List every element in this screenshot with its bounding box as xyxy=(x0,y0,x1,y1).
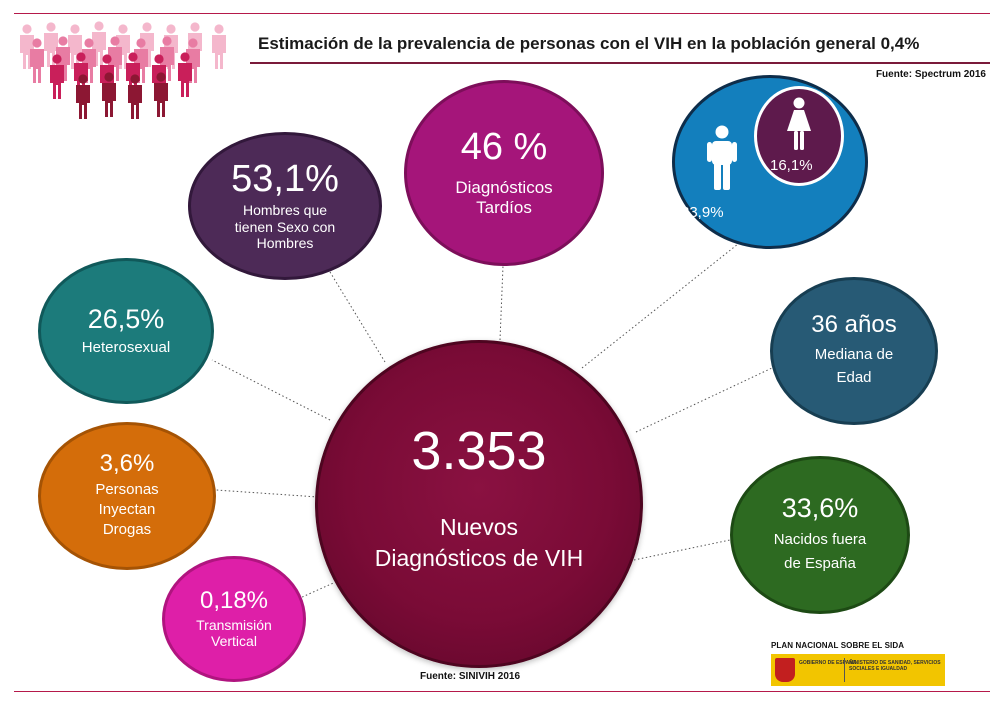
pid-label: Personas Inyectan Drogas xyxy=(95,480,158,541)
title-underline xyxy=(250,62,990,64)
label-line-2: Vertical xyxy=(211,633,257,649)
logo-gobierno: GOBIERNO DE ESPAÑA xyxy=(799,660,857,666)
label-line-2: tienen Sexo con xyxy=(234,218,336,235)
bubble-transmision-vertical: 0,18% Transmisión Vertical xyxy=(162,556,306,682)
logo-separator xyxy=(844,658,845,682)
hetero-value: 26,5% xyxy=(87,303,165,334)
logo-title: PLAN NACIONAL SOBRE EL SIDA xyxy=(771,641,905,650)
label-line-2: Inyectan xyxy=(98,500,156,518)
woman-icon xyxy=(787,97,811,150)
hombres-percentage: 83,9% xyxy=(681,204,724,221)
label-line-2: Tardíos xyxy=(476,198,532,217)
label-line-1: Mediana de xyxy=(814,345,894,363)
bubble-hombres-sexo-hombres: 53,1% Hombres que tienen Sexo con Hombre… xyxy=(188,132,382,280)
label-line-1: Nacidos fuera xyxy=(773,531,867,549)
page-title: Estimación de la prevalencia de personas… xyxy=(258,34,920,53)
bubble-personas-inyectan-drogas: 3,6% Personas Inyectan Drogas xyxy=(38,422,216,570)
mujeres-percentage: 16,1% xyxy=(770,157,813,174)
label-line-2: de España xyxy=(784,554,856,572)
label-line-1: Nuevos xyxy=(440,513,518,540)
hsh-label: Hombres que tienen Sexo con Hombres xyxy=(235,202,335,252)
label-line-1: Diagnósticos xyxy=(455,177,553,197)
label-line-2: Edad xyxy=(836,369,872,386)
government-banner: GOBIERNO DE ESPAÑA MINISTERIO DE SANIDAD… xyxy=(771,654,945,686)
tardios-value: 46 % xyxy=(460,125,548,168)
label-line-3: Drogas xyxy=(102,521,152,539)
spain-shield-icon xyxy=(775,658,795,682)
label-line-3: Hombres xyxy=(256,235,314,252)
label-line-1: Transmisión xyxy=(196,616,272,633)
tardios-label: Diagnósticos Tardíos xyxy=(455,178,552,219)
edad-label: Mediana de Edad xyxy=(815,343,893,390)
label-line-1: Personas xyxy=(95,480,159,498)
source-sinivih: Fuente: SINIVIH 2016 xyxy=(420,671,521,682)
source-spectrum: Fuente: Spectrum 2016 xyxy=(875,69,986,80)
man-icon xyxy=(707,125,737,190)
bubble-mediana-edad: 36 años Mediana de Edad xyxy=(770,277,938,425)
bottom-divider xyxy=(14,691,990,692)
main-bubble-nuevos-diagnosticos: 3.353 Nuevos Diagnósticos de VIH xyxy=(315,340,643,668)
logo-ministerio: MINISTERIO DE SANIDAD, SERVICIOS SOCIALE… xyxy=(849,660,941,672)
bubble-nacidos-fuera-espana: 33,6% Nacidos fuera de España xyxy=(730,456,910,614)
hsh-value: 53,1% xyxy=(231,157,339,200)
bubble-diagnosticos-tardios: 46 % Diagnósticos Tardíos xyxy=(404,80,604,266)
hetero-label: Heterosexual xyxy=(81,338,171,356)
pid-value: 3,6% xyxy=(99,449,155,477)
label-line-2: Diagnósticos de VIH xyxy=(374,545,584,571)
vertical-label: Transmisión Vertical xyxy=(196,617,272,649)
bubble-heterosexual: 26,5% Heterosexual xyxy=(38,258,214,404)
nuevos-diagnosticos-label: Nuevos Diagnósticos de VIH xyxy=(375,512,583,574)
nacidos-label: Nacidos fuera de España xyxy=(774,528,867,575)
plan-nacional-sida-logo: PLAN NACIONAL SOBRE EL SIDA GOBIERNO DE … xyxy=(771,641,951,686)
label-line-1: Hombres que xyxy=(242,201,328,218)
edad-value: 36 años xyxy=(811,310,897,338)
top-divider xyxy=(14,13,990,14)
vertical-value: 0,18% xyxy=(199,586,269,614)
nacidos-value: 33,6% xyxy=(781,493,859,524)
nuevos-diagnosticos-value: 3.353 xyxy=(411,420,547,481)
